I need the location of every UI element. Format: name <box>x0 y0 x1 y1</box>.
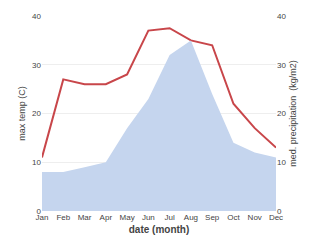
svg-text:40: 40 <box>277 12 286 21</box>
svg-text:max temp (C): max temp (C) <box>17 86 27 141</box>
svg-text:0: 0 <box>277 207 282 216</box>
svg-text:20: 20 <box>32 109 41 118</box>
svg-text:Oct: Oct <box>227 213 240 222</box>
svg-text:Dec: Dec <box>269 213 283 222</box>
svg-text:May: May <box>120 213 135 222</box>
svg-text:30: 30 <box>277 61 286 70</box>
svg-text:10: 10 <box>277 158 286 167</box>
svg-text:40: 40 <box>32 12 41 21</box>
svg-text:Aug: Aug <box>184 213 198 222</box>
svg-text:Jun: Jun <box>142 213 155 222</box>
svg-text:Jan: Jan <box>36 213 49 222</box>
svg-text:Mar: Mar <box>78 213 92 222</box>
svg-text:Jul: Jul <box>165 213 175 222</box>
svg-text:Nov: Nov <box>248 213 262 222</box>
svg-text:0: 0 <box>37 207 42 216</box>
svg-text:med. precipitation (kg/m2): med. precipitation (kg/m2) <box>288 60 298 167</box>
svg-text:Sep: Sep <box>205 213 220 222</box>
svg-text:10: 10 <box>32 158 41 167</box>
svg-text:date (month): date (month) <box>129 224 190 235</box>
svg-text:Feb: Feb <box>56 213 70 222</box>
svg-text:Apr: Apr <box>100 213 113 222</box>
svg-text:30: 30 <box>32 61 41 70</box>
svg-text:20: 20 <box>277 109 286 118</box>
